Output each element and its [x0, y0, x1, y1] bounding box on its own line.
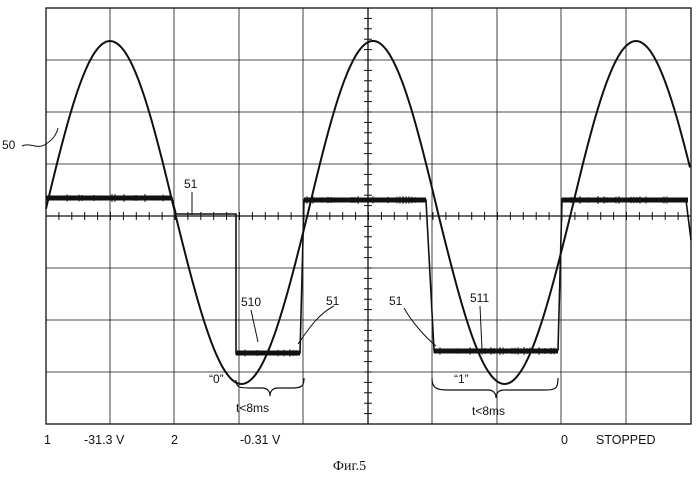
brace-zero — [236, 378, 304, 396]
status-state: STOPPED — [596, 433, 656, 447]
label-trace-c: 51 — [389, 294, 403, 308]
status-ch2-value: -0.31 V — [240, 433, 280, 447]
pulse-noise — [46, 194, 685, 357]
label-sine: 50 — [2, 138, 16, 152]
label-duration-one: t<8ms — [472, 404, 505, 418]
label-duration-zero: t<8ms — [236, 401, 269, 415]
leader-one-ref — [480, 306, 482, 350]
status-ch1: 1 — [44, 433, 51, 447]
figure-caption: Фиг.5 — [0, 459, 699, 475]
label-trace-a: 51 — [184, 177, 198, 191]
leader-trace-c — [404, 308, 436, 346]
label-bit-zero: “0” — [209, 372, 224, 386]
leader-lines — [22, 128, 482, 350]
status-ch1-value: -31.3 V — [84, 433, 124, 447]
leader-sine — [22, 128, 58, 146]
brace-one — [432, 378, 558, 398]
label-trace-b: 51 — [326, 294, 340, 308]
status-trigger: 0 — [561, 433, 568, 447]
leader-zero-ref — [251, 310, 258, 342]
label-zero-ref: 510 — [241, 295, 261, 309]
label-one-ref: 511 — [470, 291, 489, 305]
label-bit-one: “1” — [454, 372, 469, 386]
status-ch2: 2 — [171, 433, 178, 447]
pulse-plateaus — [46, 198, 688, 353]
